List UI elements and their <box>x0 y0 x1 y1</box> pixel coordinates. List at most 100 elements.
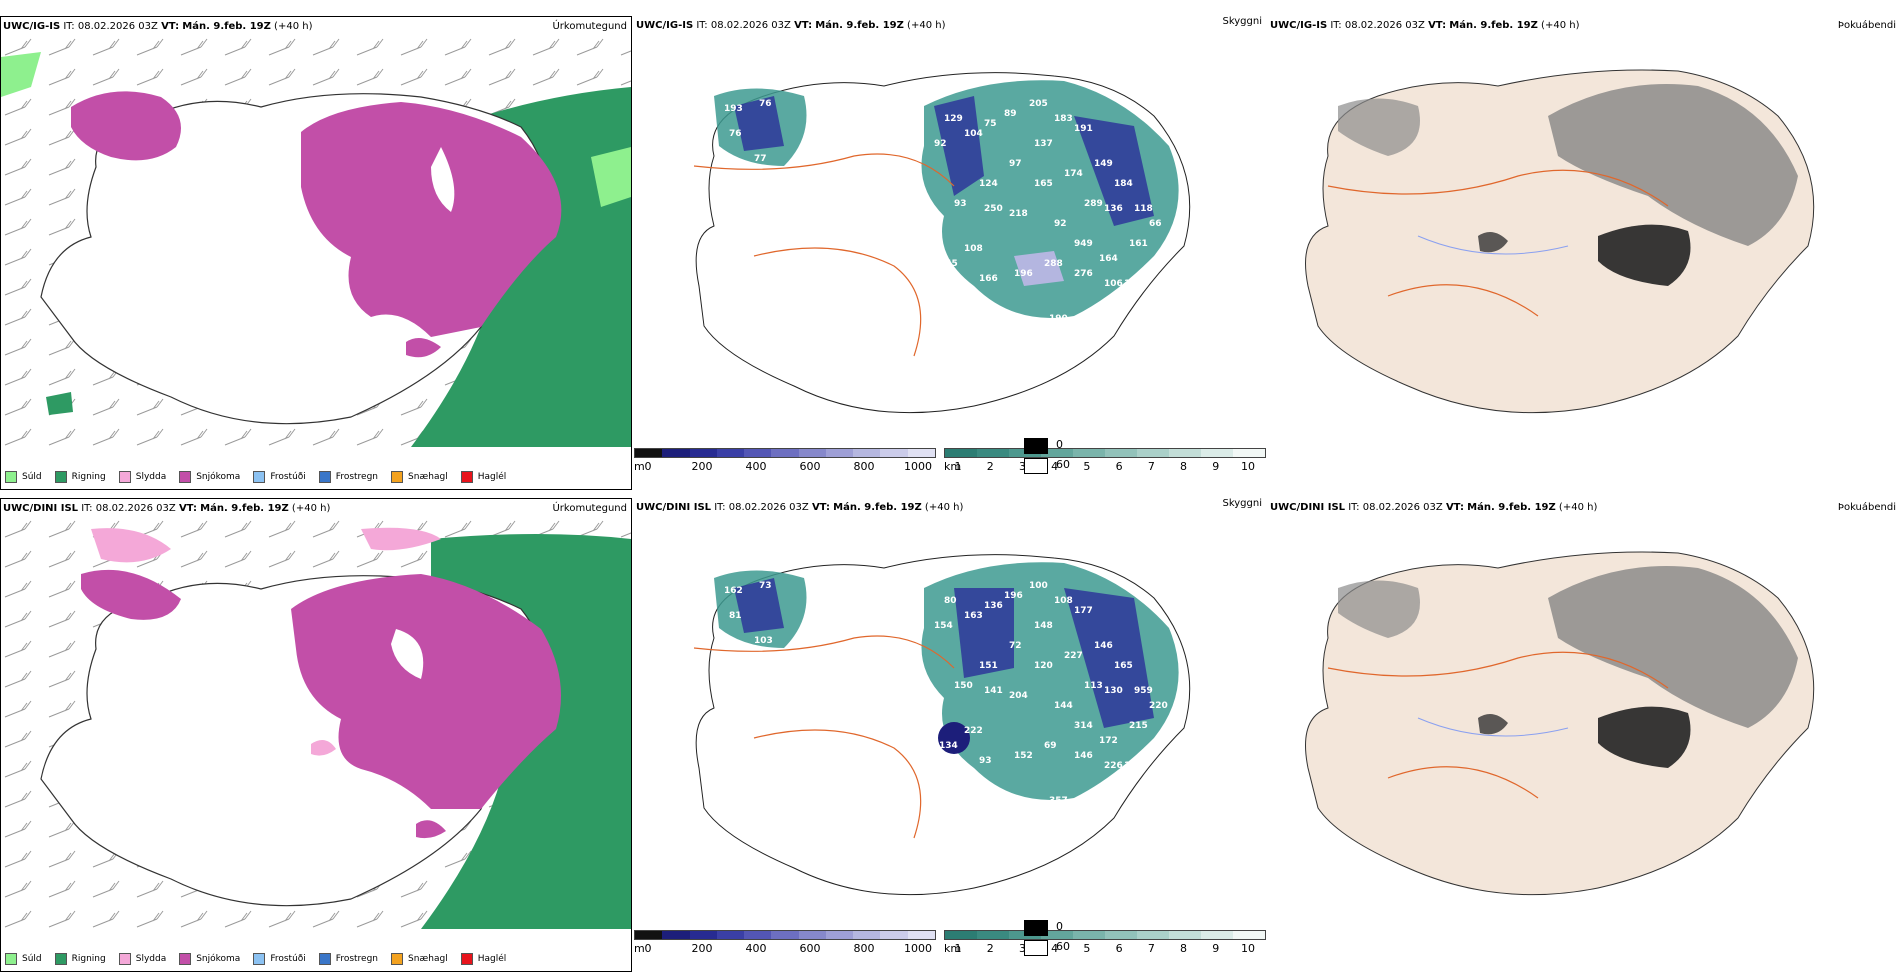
sleet-area <box>91 528 171 563</box>
colorbar-tick: 1 <box>954 942 962 955</box>
legend-item: Frostregn <box>318 953 378 965</box>
snow-depth-label: 165 <box>1034 179 1053 189</box>
snow-area-north-east <box>291 574 561 809</box>
colorbar-tick: 0 <box>644 460 652 473</box>
snow-depth-label: 134 <box>939 741 958 751</box>
snow-depth-label: 77 <box>754 154 767 164</box>
colorbar-unit: km <box>944 460 962 473</box>
snow-vis-panel-row2: UWC/DINI ISL IT: 08.02.2026 03Z VT: Mán.… <box>634 498 1266 972</box>
colorbar-tick: 3 <box>1018 460 1026 473</box>
fog-legend-black <box>1024 438 1048 454</box>
colorbar-tick: 1000 <box>904 460 932 473</box>
legend-item: Frostregn <box>318 471 378 483</box>
snow-depth-label: 66 <box>1149 219 1162 229</box>
legend-swatch <box>179 953 192 965</box>
snow-depth-label: 73 <box>759 581 772 591</box>
snow-depth-label: 154 <box>934 621 953 631</box>
colorbar-tick: 8 <box>1180 460 1188 473</box>
snow-depth-label: 100 <box>1029 581 1048 591</box>
snow-depth-label: 152 <box>1014 751 1033 761</box>
colorbar-segment <box>1169 931 1201 939</box>
colorbar-strip <box>944 448 1266 458</box>
legend-swatch <box>318 953 331 965</box>
snow-depth-label: 177 <box>1074 606 1093 616</box>
road <box>753 729 922 839</box>
snow-depth-label: 276 <box>1074 269 1093 279</box>
colorbar-segment <box>907 931 935 939</box>
snow-depth-label: 357 <box>1049 796 1068 806</box>
legend-item: Snjókoma <box>179 471 240 483</box>
legend-swatch <box>391 471 404 483</box>
panel-title: UWC/DINI ISL IT: 08.02.2026 03Z VT: Mán.… <box>636 502 964 513</box>
snow-depth-label: 93 <box>979 756 992 766</box>
colorbar-tick: 10 <box>1241 460 1255 473</box>
river <box>1417 717 1569 737</box>
legend-swatch <box>5 471 17 483</box>
colorbar-tick: 1000 <box>904 942 932 955</box>
snow-area-westfjords <box>81 569 181 620</box>
colorbar-segment <box>977 449 1009 457</box>
snow-depth-label: 92 <box>1054 219 1067 229</box>
colorbar-segment <box>977 931 1009 939</box>
legend-swatch <box>460 471 473 483</box>
colorbar-segment <box>744 931 772 939</box>
snow-depth-label: 149 <box>1094 159 1113 169</box>
fog-map <box>1305 69 1815 414</box>
fog-legend-top: 0 <box>1056 438 1063 451</box>
road <box>1327 651 1669 799</box>
snow-depth-label: 146 <box>1074 751 1093 761</box>
colorbar-tick: 4 <box>1051 460 1059 473</box>
sleet-area <box>361 527 441 551</box>
precip-legend: Súld Rigning Slydda Snjókoma Frostúði Fr… <box>5 471 506 483</box>
colorbar-segment <box>771 931 799 939</box>
colorbar-tick: 0 <box>644 942 652 955</box>
drizzle-area <box>1 52 41 97</box>
colorbar-segment <box>798 931 826 939</box>
colorbar-segment <box>1073 449 1105 457</box>
snow-depth-label: 120 <box>1034 661 1053 671</box>
colorbar-segment <box>1233 931 1265 939</box>
snow-depth-label: 191 <box>1074 124 1093 134</box>
colorbar-segment <box>771 449 799 457</box>
panel-title: UWC/DINI ISL IT: 08.02.2026 03Z VT: Mán.… <box>1270 502 1598 513</box>
legend-swatch <box>179 471 192 483</box>
snow-depth-label: 236 <box>1104 781 1123 791</box>
legend-swatch <box>118 471 131 483</box>
legend-item: Frostúði <box>253 471 306 483</box>
legend-swatch <box>54 953 67 965</box>
colorbar-segment <box>744 449 772 457</box>
fog-dense <box>1598 224 1691 286</box>
colorbar-tick: 9 <box>1212 942 1220 955</box>
snow-depth-label: 164 <box>1099 254 1118 264</box>
colorbar-segment <box>907 449 935 457</box>
snow-depth-label: 193 <box>724 104 743 114</box>
colorbar-tick: 200 <box>691 942 713 955</box>
snow-depth-label: 165 <box>1114 661 1133 671</box>
fog-panel-row2: UWC/DINI ISL IT: 08.02.2026 03Z VT: Mán.… <box>1024 498 1900 972</box>
road <box>1327 169 1669 317</box>
snow-area-westfjords <box>71 91 181 161</box>
snow-depth-label: 161 <box>1129 239 1148 249</box>
precip-panel-row2: UWC/DINI ISL IT: 08.02.2026 03Z VT: Mán.… <box>0 498 632 972</box>
snow-depth-label: 196 <box>1004 591 1023 601</box>
panel-title: UWC/DINI ISL IT: 08.02.2026 03Z VT: Mán.… <box>3 503 331 514</box>
legend-item: Haglél <box>460 953 506 965</box>
snow-depth-label: 130 <box>1104 686 1123 696</box>
colorbar-tick: 2 <box>986 460 994 473</box>
colorbar-segment <box>716 931 745 939</box>
colorbar-segment <box>716 449 745 457</box>
panel-title: UWC/IG-IS IT: 08.02.2026 03Z VT: Mán. 9.… <box>1270 20 1580 31</box>
snow-depth-label: 137 <box>1034 139 1053 149</box>
fog-panel-row1: UWC/IG-IS IT: 08.02.2026 03Z VT: Mán. 9.… <box>1024 16 1900 490</box>
colorbar-segment <box>1233 449 1265 457</box>
snow-depth-label: 104 <box>964 129 983 139</box>
snow-depth-label: 97 <box>1009 159 1022 169</box>
snow-depth-label: 89 <box>1004 109 1017 119</box>
snow-depth-label: 288 <box>1044 259 1063 269</box>
legend-swatch <box>460 953 473 965</box>
colorbar-tick: 7 <box>1147 460 1155 473</box>
colorbar-segment <box>1105 449 1137 457</box>
sleet-area <box>311 740 336 756</box>
colorbar-tick: 8 <box>1180 942 1188 955</box>
colorbar-tick: 200 <box>691 460 713 473</box>
